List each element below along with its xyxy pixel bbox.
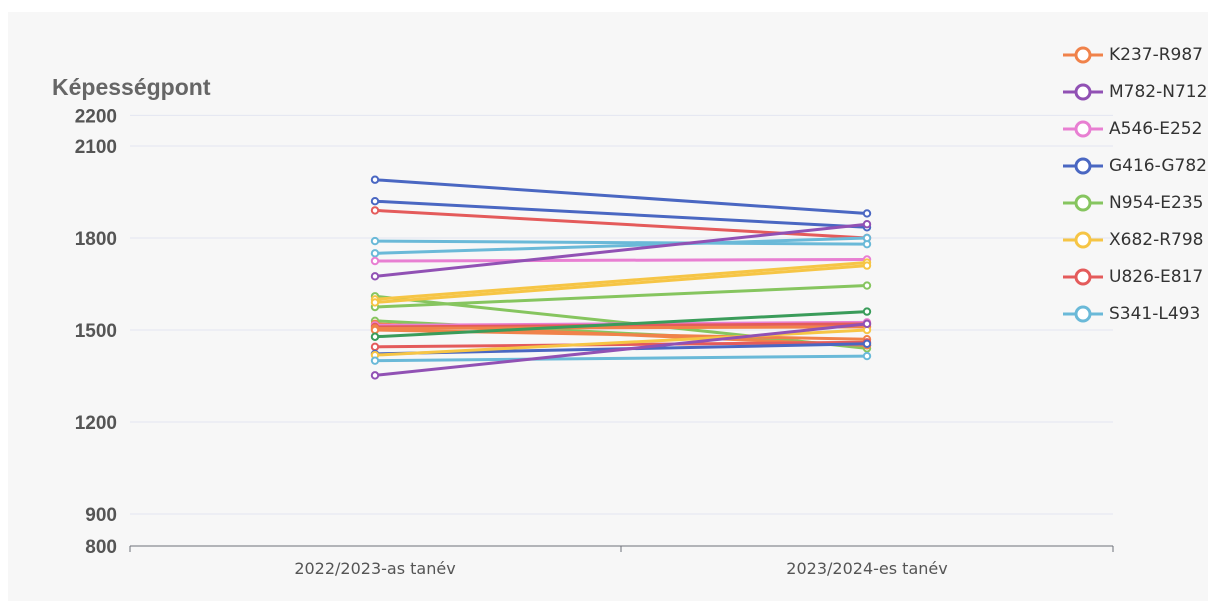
data-point (370, 206, 380, 215)
y-tick-label: 900 (85, 505, 117, 526)
legend-label: M782-N712 (1109, 81, 1208, 102)
series-line-group (370, 307, 872, 341)
chart-legend: K237-R987 M782-N712 A546-E252 G416-G782 N954… (1063, 36, 1208, 332)
series-line (374, 284, 868, 309)
legend-marker-icon (1063, 231, 1103, 248)
series-line (374, 264, 868, 304)
series-line (374, 325, 868, 330)
y-tick-label: 1200 (75, 413, 117, 434)
data-point (862, 319, 872, 329)
series-line (374, 322, 868, 377)
series-line (374, 236, 868, 255)
series-line-group (370, 351, 872, 365)
legend-item[interactable]: A546-E252 (1063, 110, 1208, 147)
legend-marker-icon (1063, 120, 1103, 137)
data-point (370, 249, 380, 258)
data-point (370, 371, 380, 380)
data-point (862, 233, 872, 243)
series-line-group (370, 261, 872, 307)
data-point (370, 236, 380, 246)
data-point (370, 256, 380, 266)
legend-marker-icon (1063, 268, 1103, 285)
data-point (862, 220, 872, 229)
legend-marker-icon (1063, 46, 1103, 63)
series-line (374, 257, 868, 263)
series-line-group (370, 255, 872, 266)
legend-marker-icon (1063, 194, 1103, 211)
data-point (862, 307, 872, 316)
legend-item[interactable]: S341-L493 (1063, 295, 1208, 332)
legend-item[interactable]: X682-R798 (1063, 221, 1208, 258)
data-point (370, 325, 380, 335)
data-point (370, 175, 380, 184)
series-line (374, 328, 868, 357)
series-line-group (370, 220, 872, 281)
x-tick-label: 2022/2023-as tanév (294, 559, 455, 578)
y-tick-label: 1800 (75, 229, 117, 250)
series-line (374, 239, 868, 246)
legend-marker-icon (1063, 83, 1103, 100)
series-line (374, 261, 868, 301)
line-chart: 800 900 1200 1500 1800 2100 2200 2022/2023-as t… (75, 106, 1114, 578)
series-line-group (370, 175, 872, 218)
data-point (862, 351, 872, 361)
data-point (370, 197, 380, 206)
legend-label: K237-R987 (1109, 44, 1203, 65)
data-point (862, 261, 872, 270)
series-line-group (370, 236, 872, 249)
series-line (374, 294, 868, 350)
legend-label: S341-L493 (1109, 303, 1201, 324)
series-line (374, 222, 868, 278)
legend-label: U826-E817 (1109, 266, 1204, 287)
legend-item[interactable]: U826-E817 (1063, 258, 1208, 295)
series-line-group (370, 233, 872, 258)
y-tick-label: 2200 (75, 106, 117, 127)
series-line (374, 310, 868, 339)
series-line (374, 340, 868, 349)
x-tick-label: 2023/2024-es tanév (786, 559, 947, 578)
data-point (370, 342, 380, 352)
series-line (374, 199, 868, 229)
legend-item[interactable]: G416-G782 (1063, 147, 1208, 184)
data-point (862, 209, 872, 218)
y-tick-label: 800 (85, 537, 117, 558)
data-point (370, 272, 380, 281)
y-axis-label: Képességpont (52, 74, 211, 100)
legend-item[interactable]: M782-N712 (1063, 73, 1208, 110)
y-tick-label: 1500 (75, 321, 117, 342)
data-point (862, 281, 872, 290)
legend-label: X682-R798 (1109, 229, 1204, 250)
legend-item[interactable]: K237-R987 (1063, 36, 1208, 73)
series-line (374, 354, 868, 363)
legend-marker-icon (1063, 157, 1103, 174)
legend-label: N954-E235 (1109, 192, 1204, 213)
legend-marker-icon (1063, 305, 1103, 322)
chart-panel: 800 900 1200 1500 1800 2100 2200 2022/2023-as t… (8, 12, 1208, 601)
y-tick-label: 2100 (75, 137, 117, 158)
legend-label: G416-G782 (1109, 155, 1207, 176)
legend-item[interactable]: N954-E235 (1063, 184, 1208, 221)
data-point (370, 332, 380, 341)
series-line-group (370, 319, 872, 380)
series-line (374, 178, 868, 215)
data-point (862, 339, 872, 348)
legend-label: A546-E252 (1109, 118, 1203, 139)
data-point (370, 356, 380, 365)
data-point (370, 298, 380, 307)
